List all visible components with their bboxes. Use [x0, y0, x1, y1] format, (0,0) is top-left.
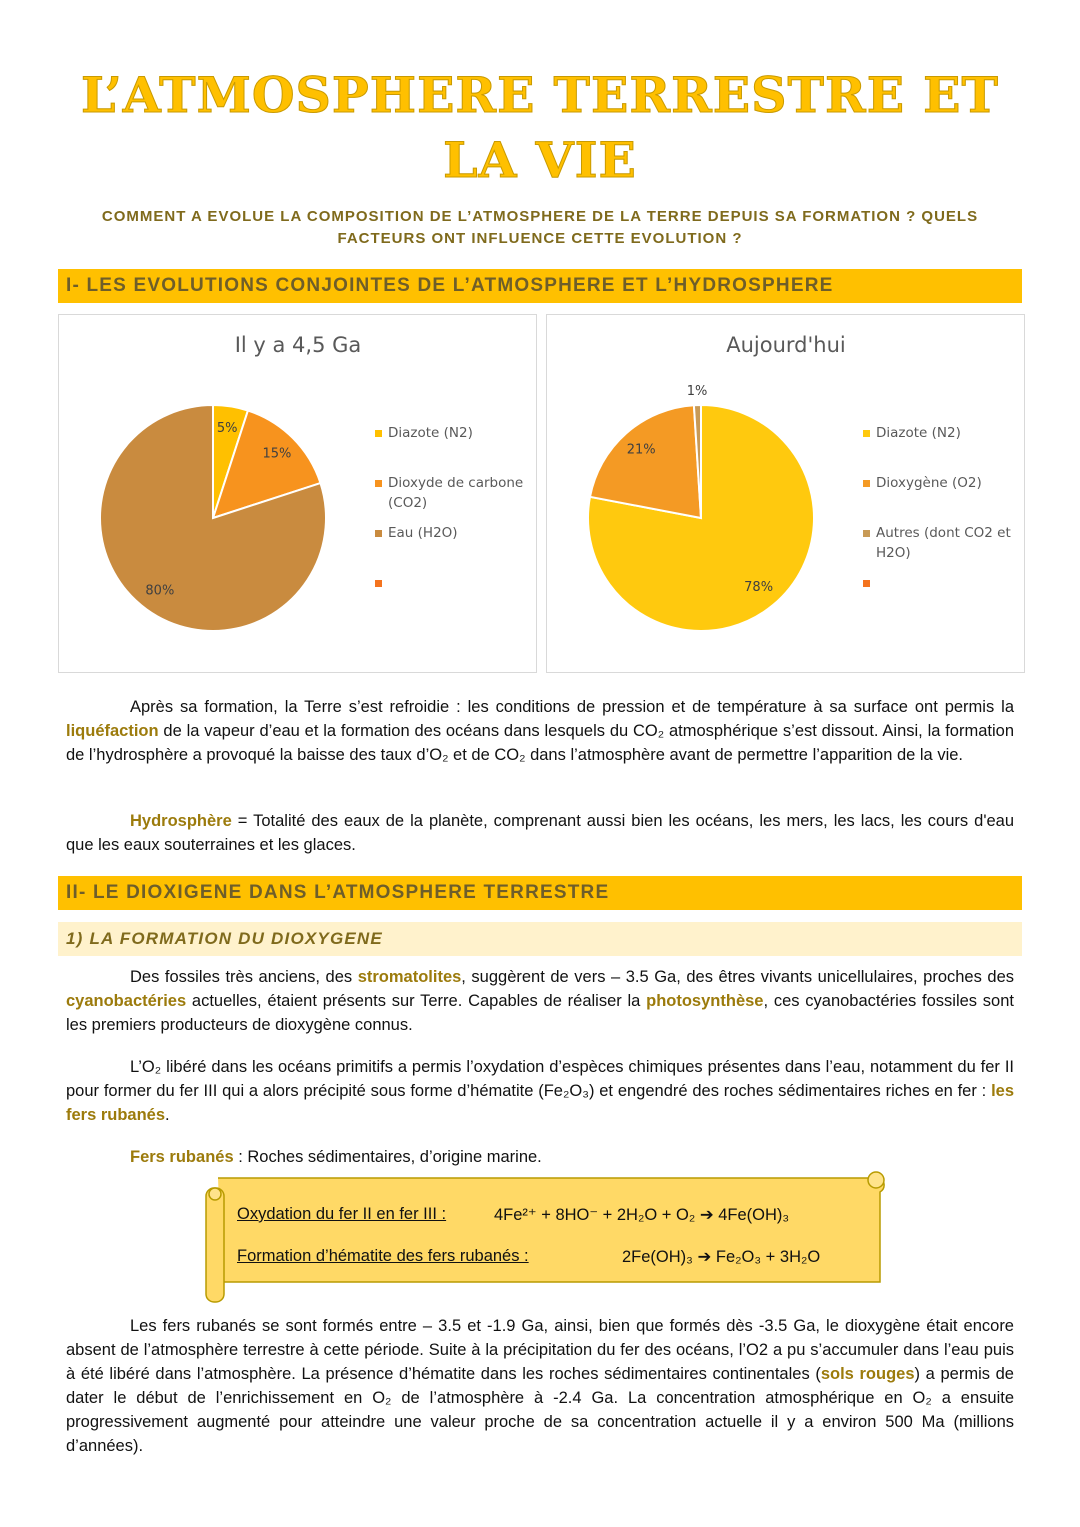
equation-label: Oxydation du fer II en fer III : [237, 1205, 447, 1223]
legend-swatch [863, 430, 870, 437]
legend-item: Diazote (N2) [375, 423, 525, 473]
chart-title: Aujourd'hui [726, 333, 846, 357]
text-run: , suggèrent de vers – 3.5 Ga, des êtres … [461, 968, 1015, 986]
pie-svg: Aujourd'hui 78% 21% 1% [587, 333, 846, 632]
legend: Diazote (N2) Dioxygène (O2) Autres (dont C… [863, 423, 1013, 623]
definition: Fers rubanés : Roches sédimentaires, d’o… [66, 1145, 1014, 1169]
data-label: 15% [262, 447, 291, 462]
text-run: : Roches sédimentaires, d’origine marine… [233, 1148, 542, 1166]
legend-swatch [375, 580, 382, 587]
legend-swatch [863, 580, 870, 587]
text-run: . [165, 1106, 170, 1124]
data-label: 1% [687, 384, 708, 399]
legend-label: Diazote (N2) [876, 425, 961, 441]
legend-swatch [375, 480, 382, 487]
scroll [205, 1171, 885, 1303]
chart-title: Il y a 4,5 Ga [235, 333, 362, 357]
question: COMMENT A EVOLUE LA COMPOSITION DE L’ATM… [101, 208, 979, 247]
chart: Aujourd'hui 78% 21% 1% Diazote (N2) Dioxygène… [546, 314, 1025, 673]
legend-label: Diazote (N2) [388, 425, 473, 441]
pie-slice [692, 403, 702, 519]
legend-swatch [375, 430, 382, 437]
highlight: liquéfaction [66, 722, 159, 740]
definition: Hydrosphère = Totalité des eaux de la pl… [66, 809, 1014, 857]
legend-swatch [863, 480, 870, 487]
paragraph: Des fossiles très anciens, des stromatol… [66, 965, 1014, 1037]
legend-item: Eau (H2O) [375, 523, 525, 573]
legend-label: Dioxyde de carbone (CO2) [388, 475, 524, 511]
highlight: Fers rubanés [130, 1148, 234, 1166]
title: L’ATMOSPHERE TERRESTRE ET [81, 66, 999, 125]
text-run: Après sa formation, la Terre s’est refro… [130, 698, 1014, 716]
text-run: ) a permis de dater le début de l’enrich… [66, 1365, 1014, 1455]
legend-item [375, 573, 525, 623]
text-run: L’O₂ libéré dans les océans primitifs a … [66, 1058, 1014, 1100]
legend-swatch [375, 530, 382, 537]
pie-svg: Il y a 4,5 Ga 5% 15% 80% [99, 333, 362, 632]
highlight: stromatolites [357, 968, 462, 986]
equation-label: Formation d’hématite des fers rubanés : [237, 1247, 529, 1265]
highlight: cyanobactéries [66, 992, 187, 1010]
legend-item: Diazote (N2) [863, 423, 1013, 473]
paragraph: Après sa formation, la Terre s’est refro… [66, 695, 1014, 767]
section-heading: II- LE DIOXIGENE DANS L’ATMOSPHERE TERRE… [58, 876, 1022, 912]
chart: Il y a 4,5 Ga 5% 15% 80% Diazote (N2) Dioxyde… [58, 314, 537, 673]
legend-swatch [863, 530, 870, 537]
text-run: = Totalité des eaux de la planète, compr… [66, 812, 1014, 854]
data-label: 78% [744, 580, 773, 595]
text-run: de la vapeur d’eau et la formation des o… [66, 722, 1014, 764]
highlight: sols rouges [820, 1365, 915, 1383]
legend: Diazote (N2) Dioxyde de carbone (CO2) Eau … [375, 423, 525, 623]
legend-item: Dioxygène (O2) [863, 473, 1013, 523]
legend-item: Dioxyde de carbone (CO2) [375, 473, 525, 523]
pie-slice [99, 403, 327, 632]
highlight: Hydrosphère [130, 812, 232, 830]
equation-row: Formation d’hématite des fers rubanés : [237, 1247, 529, 1266]
text-run: Des fossiles très anciens, des [130, 968, 358, 986]
highlight: photosynthèse [646, 992, 764, 1010]
paragraph: Les fers rubanés se sont formés entre – … [66, 1314, 1014, 1458]
text-run: , ces cyanobactéries fossiles sont les p… [66, 992, 1014, 1034]
text-run: actuelles, étaient présents sur Terre. C… [186, 992, 647, 1010]
text-run: Les fers rubanés se sont formés entre – … [66, 1317, 1014, 1383]
legend-item: Autres (dont CO2 et H2O) [863, 523, 1013, 573]
paragraph: L’O₂ libéré dans les océans primitifs a … [66, 1055, 1014, 1127]
data-label: 21% [627, 443, 656, 458]
section-heading: I- LES EVOLUTIONS CONJOINTES DE L’ATMOSP… [58, 269, 1022, 305]
legend-label: Dioxygène (O2) [876, 475, 982, 491]
data-label: 5% [217, 421, 238, 436]
legend-label: Autres (dont CO2 et H2O) [876, 525, 1011, 561]
data-label: 80% [145, 584, 174, 599]
pie-slice [588, 404, 703, 520]
legend-item [863, 573, 1013, 623]
equation: 4Fe²⁺ + 8HO⁻ + 2H₂O + O₂ ➔ 4Fe(OH)₃ [494, 1206, 790, 1224]
highlight: les fers rubanés [66, 1082, 1014, 1124]
subheading: 1) LA FORMATION DU DIOXYGENE [58, 922, 1022, 956]
legend-label: Eau (H2O) [388, 525, 458, 541]
equation: 2Fe(OH)₃ ➔ Fe₂O₃ + 3H₂O [622, 1248, 821, 1266]
title: LA VIE [443, 131, 637, 190]
equation-row: Oxydation du fer II en fer III : [237, 1205, 446, 1224]
